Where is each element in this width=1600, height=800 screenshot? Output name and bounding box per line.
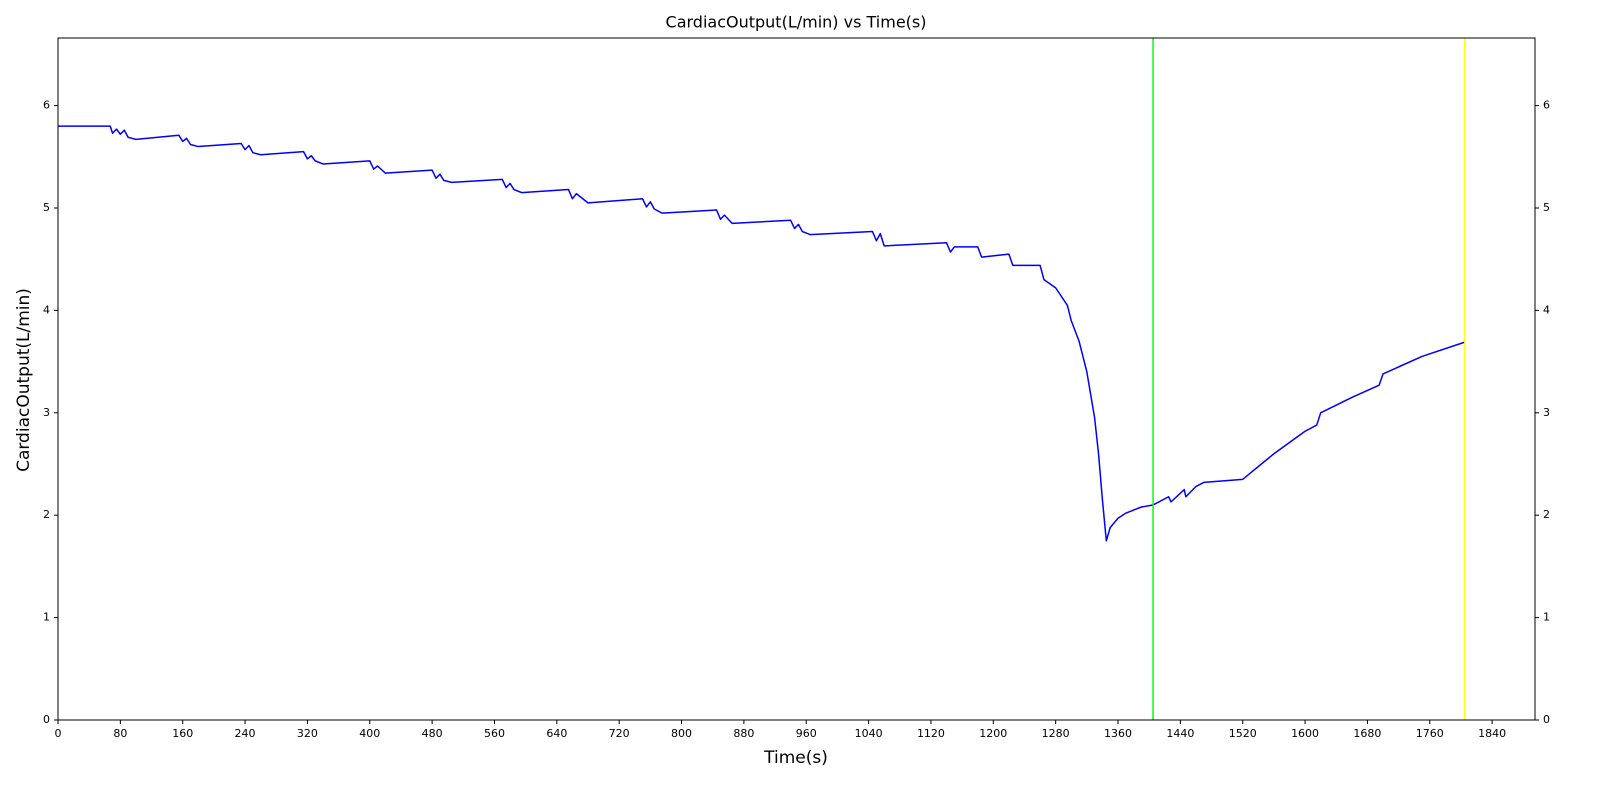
x-tick-label: 240 — [235, 727, 256, 740]
x-tick-label: 640 — [546, 727, 567, 740]
x-tick-label: 1760 — [1416, 727, 1444, 740]
x-tick-label: 0 — [55, 727, 62, 740]
x-tick-label: 80 — [113, 727, 127, 740]
y-tick-label-right: 3 — [1543, 406, 1550, 419]
x-tick-label: 1360 — [1104, 727, 1132, 740]
chart-title: CardiacOutput(L/min) vs Time(s) — [666, 13, 927, 32]
y-tick-label: 5 — [43, 201, 50, 214]
y-tick-label-right: 5 — [1543, 201, 1550, 214]
x-tick-label: 1440 — [1166, 727, 1194, 740]
x-tick-label: 1200 — [979, 727, 1007, 740]
y-tick-label-right: 6 — [1543, 99, 1550, 112]
y-tick-label-right: 2 — [1543, 508, 1550, 521]
y-tick-label: 6 — [43, 99, 50, 112]
x-tick-label: 1120 — [917, 727, 945, 740]
y-axis-label: CardiacOutput(L/min) — [14, 288, 34, 472]
y-tick-label-right: 0 — [1543, 713, 1550, 726]
x-tick-label: 1600 — [1291, 727, 1319, 740]
x-tick-label: 1520 — [1229, 727, 1257, 740]
y-tick-label: 0 — [43, 713, 50, 726]
x-tick-label: 400 — [359, 727, 380, 740]
x-tick-label: 560 — [484, 727, 505, 740]
x-tick-label: 160 — [172, 727, 193, 740]
y-tick-label-right: 4 — [1543, 303, 1550, 316]
x-tick-label: 1680 — [1353, 727, 1381, 740]
y-tick-label: 1 — [43, 611, 50, 624]
x-tick-label: 800 — [671, 727, 692, 740]
y-tick-label-right: 1 — [1543, 611, 1550, 624]
x-tick-label: 480 — [422, 727, 443, 740]
x-tick-label: 880 — [733, 727, 754, 740]
y-tick-label: 3 — [43, 406, 50, 419]
x-tick-label: 1040 — [855, 727, 883, 740]
series-line — [58, 125, 1466, 542]
x-tick-label: 1280 — [1042, 727, 1070, 740]
y-tick-label: 2 — [43, 508, 50, 521]
plot-frame — [57, 37, 1536, 721]
y-tick-label: 4 — [43, 303, 50, 316]
x-tick-label: 1840 — [1478, 727, 1506, 740]
x-tick-label: 960 — [796, 727, 817, 740]
x-tick-label: 720 — [609, 727, 630, 740]
x-axis-label: Time(s) — [763, 748, 828, 768]
x-tick-label: 320 — [297, 727, 318, 740]
